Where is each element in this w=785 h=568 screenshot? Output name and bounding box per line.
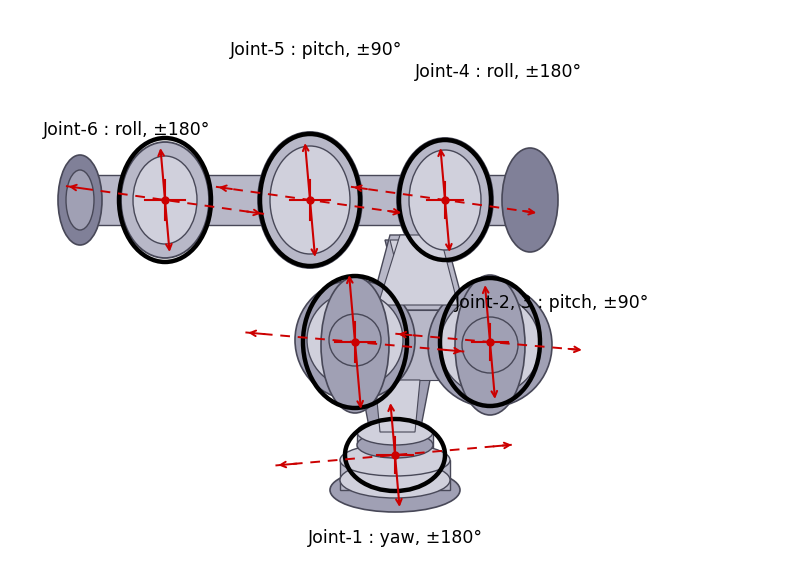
Text: Joint-5 : pitch, ±90°: Joint-5 : pitch, ±90° xyxy=(230,41,403,59)
Ellipse shape xyxy=(66,170,94,230)
Ellipse shape xyxy=(330,468,460,512)
Text: Joint-1 : yaw, ±180°: Joint-1 : yaw, ±180° xyxy=(308,529,483,547)
Ellipse shape xyxy=(329,314,381,366)
Bar xyxy=(357,432,433,448)
Text: Joint-4 : roll, ±180°: Joint-4 : roll, ±180° xyxy=(415,63,582,81)
Text: Joint-6 : roll, ±180°: Joint-6 : roll, ±180° xyxy=(43,121,210,139)
Ellipse shape xyxy=(295,280,415,400)
Ellipse shape xyxy=(440,295,540,395)
Ellipse shape xyxy=(455,275,525,415)
Ellipse shape xyxy=(340,462,450,498)
Polygon shape xyxy=(385,240,455,300)
Ellipse shape xyxy=(133,156,197,244)
Polygon shape xyxy=(355,310,490,380)
Ellipse shape xyxy=(462,317,518,373)
Polygon shape xyxy=(370,235,465,310)
Ellipse shape xyxy=(121,142,209,258)
Text: Joint-2, 3 : pitch, ±90°: Joint-2, 3 : pitch, ±90° xyxy=(455,294,649,312)
Ellipse shape xyxy=(58,155,102,245)
Ellipse shape xyxy=(321,277,389,413)
Polygon shape xyxy=(378,235,458,305)
Ellipse shape xyxy=(340,444,450,476)
Polygon shape xyxy=(80,175,530,225)
Ellipse shape xyxy=(428,283,552,407)
Ellipse shape xyxy=(409,150,481,250)
Ellipse shape xyxy=(357,419,433,445)
Ellipse shape xyxy=(502,148,558,252)
Bar xyxy=(340,460,450,490)
Ellipse shape xyxy=(307,292,403,388)
Polygon shape xyxy=(360,380,430,432)
Ellipse shape xyxy=(357,432,433,458)
Polygon shape xyxy=(390,240,450,300)
Ellipse shape xyxy=(258,132,362,268)
Polygon shape xyxy=(375,380,420,432)
Ellipse shape xyxy=(397,138,493,262)
Ellipse shape xyxy=(270,146,350,254)
